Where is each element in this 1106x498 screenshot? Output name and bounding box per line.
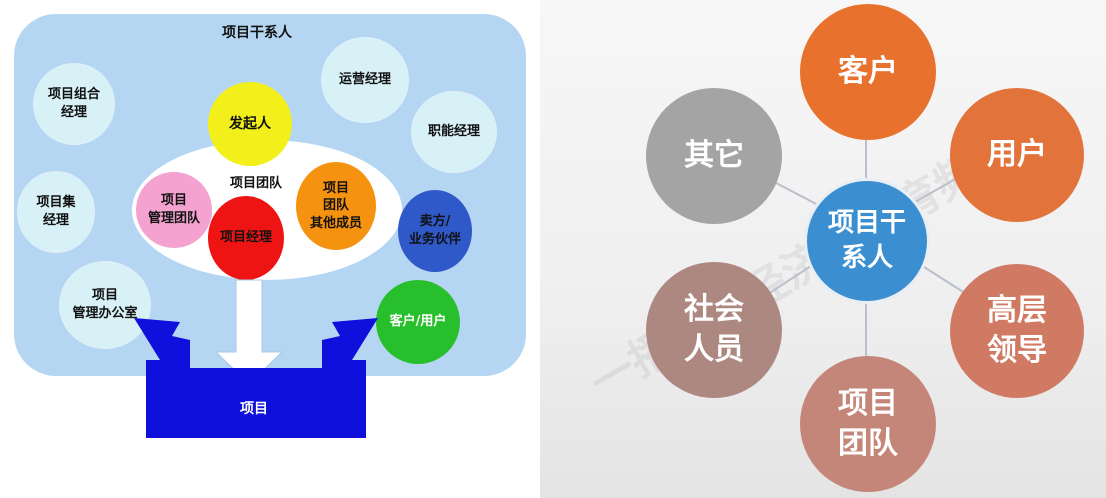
node-sponsor: 发起人 [208, 82, 292, 166]
node-operations-manager: 运营经理 [322, 38, 408, 122]
right-up-arrow [322, 318, 378, 376]
node-public: 社会 人员 [646, 262, 782, 398]
stakeholder-diagram-left: 项目干系人 项目组合 经理 项目集 经理 项目 管理办公室 运营经理 职能经理 … [0, 0, 540, 498]
arrows-and-project-bar [134, 279, 378, 438]
node-project-portfolio-manager: 项目组合 经理 [34, 64, 114, 144]
center-node-stakeholders: 项目干 系人 [804, 178, 930, 304]
node-other-members: 项目 团队 其他成员 [296, 162, 376, 250]
node-project-manager: 项目经理 [208, 196, 284, 280]
node-seller-partner: 卖方/ 业务伙伴 [398, 190, 472, 272]
left-title: 项目干系人 [222, 25, 292, 41]
node-customer-user: 客户/用户 [376, 280, 460, 364]
node-functional-manager: 职能经理 [412, 92, 496, 172]
project-bar [146, 368, 366, 438]
project-bar-label: 项目 [240, 401, 268, 417]
node-pmo: 项目 管理办公室 [60, 262, 150, 348]
team-label: 项目团队 [230, 176, 283, 191]
node-others: 其它 [646, 88, 782, 224]
node-project-team: 项目 团队 [800, 356, 936, 492]
node-senior-leadership: 高层 领导 [950, 264, 1084, 398]
left-up-arrow [134, 318, 190, 376]
node-program-manager: 项目集 经理 [18, 172, 94, 252]
node-user: 用户 [950, 88, 1084, 222]
node-pm-team: 项目 管理团队 [136, 172, 212, 248]
node-customer: 客户 [800, 4, 936, 140]
